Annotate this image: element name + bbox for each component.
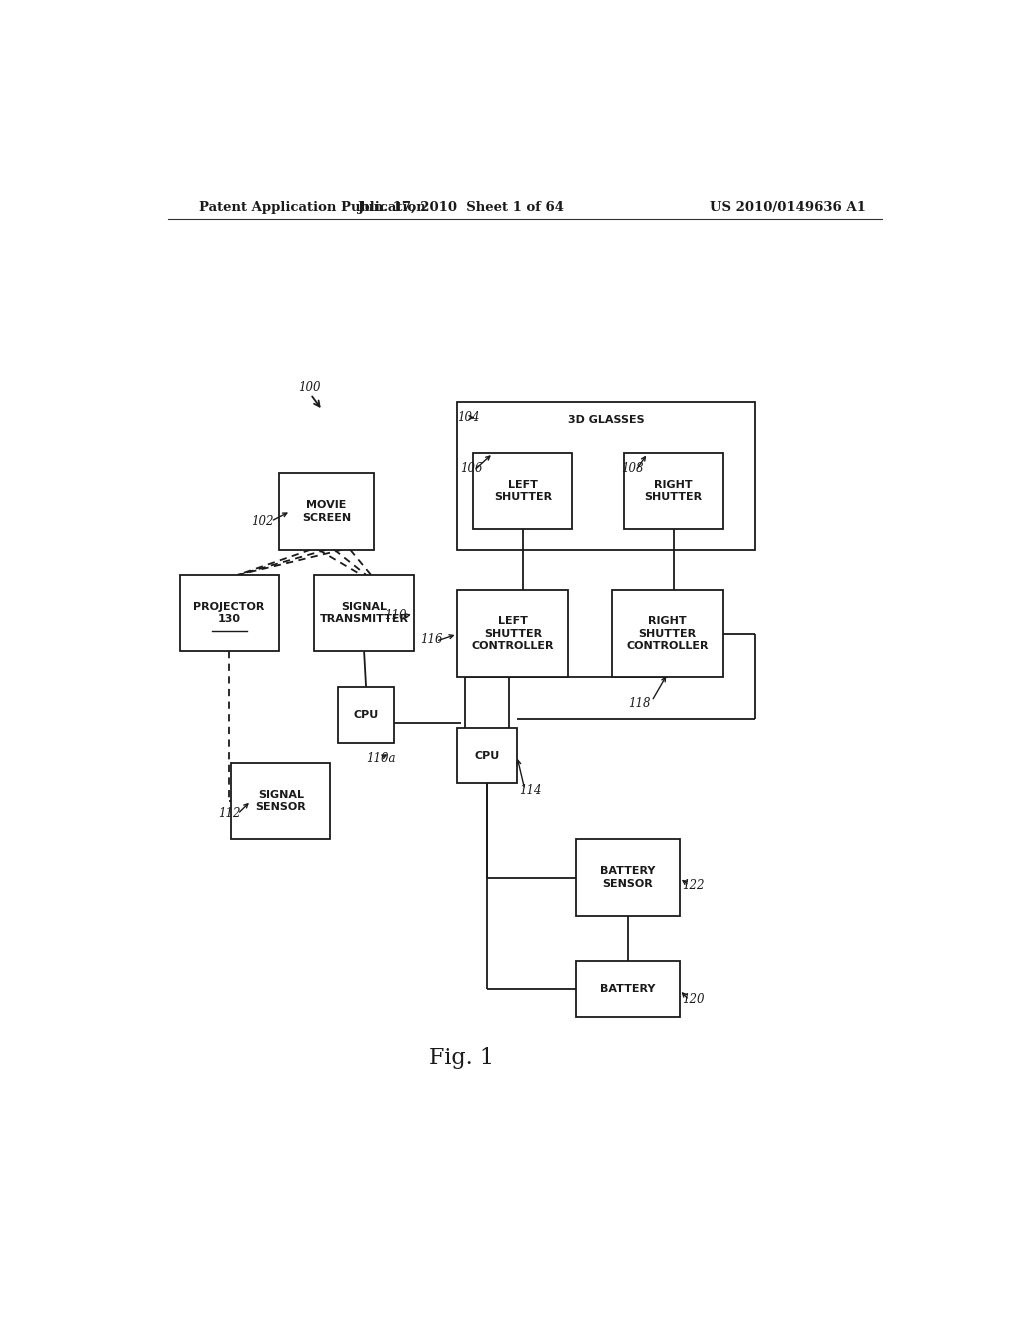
Text: RIGHT
SHUTTER
CONTROLLER: RIGHT SHUTTER CONTROLLER xyxy=(627,616,709,651)
Text: 3D GLASSES: 3D GLASSES xyxy=(568,414,644,425)
Text: 110a: 110a xyxy=(367,751,395,764)
Text: BATTERY
SENSOR: BATTERY SENSOR xyxy=(600,866,655,888)
Text: Patent Application Publication: Patent Application Publication xyxy=(200,201,426,214)
FancyBboxPatch shape xyxy=(179,576,279,651)
Text: RIGHT
SHUTTER: RIGHT SHUTTER xyxy=(644,480,702,503)
FancyBboxPatch shape xyxy=(577,840,680,916)
Text: 114: 114 xyxy=(519,784,542,797)
Text: 104: 104 xyxy=(458,411,480,424)
Text: Fig. 1: Fig. 1 xyxy=(429,1047,494,1069)
FancyBboxPatch shape xyxy=(231,763,331,840)
Text: 118: 118 xyxy=(628,697,650,710)
Text: PROJECTOR
130: PROJECTOR 130 xyxy=(194,602,265,624)
Text: SIGNAL
TRANSMITTER: SIGNAL TRANSMITTER xyxy=(319,602,409,624)
Text: 120: 120 xyxy=(682,994,705,1006)
Text: Jun. 17, 2010  Sheet 1 of 64: Jun. 17, 2010 Sheet 1 of 64 xyxy=(358,201,564,214)
Text: 116: 116 xyxy=(420,632,442,645)
Text: MOVIE
SCREEN: MOVIE SCREEN xyxy=(302,500,351,523)
FancyBboxPatch shape xyxy=(577,961,680,1018)
FancyBboxPatch shape xyxy=(314,576,414,651)
Text: CPU: CPU xyxy=(353,710,379,719)
FancyBboxPatch shape xyxy=(279,474,374,549)
FancyBboxPatch shape xyxy=(338,686,394,743)
Text: CPU: CPU xyxy=(474,751,500,760)
Text: 106: 106 xyxy=(460,462,482,475)
Text: BATTERY: BATTERY xyxy=(600,985,655,994)
FancyBboxPatch shape xyxy=(473,453,572,529)
Text: US 2010/0149636 A1: US 2010/0149636 A1 xyxy=(711,201,866,214)
Text: 100: 100 xyxy=(299,380,322,393)
FancyBboxPatch shape xyxy=(458,727,517,784)
FancyBboxPatch shape xyxy=(458,590,568,677)
Text: 108: 108 xyxy=(622,462,644,475)
Text: 102: 102 xyxy=(251,515,273,528)
FancyBboxPatch shape xyxy=(612,590,723,677)
Text: 122: 122 xyxy=(682,879,705,891)
Text: LEFT
SHUTTER: LEFT SHUTTER xyxy=(494,480,552,503)
FancyBboxPatch shape xyxy=(458,403,755,549)
Text: LEFT
SHUTTER
CONTROLLER: LEFT SHUTTER CONTROLLER xyxy=(472,616,554,651)
Text: SIGNAL
SENSOR: SIGNAL SENSOR xyxy=(255,791,306,813)
Text: 110: 110 xyxy=(384,610,407,622)
Text: 112: 112 xyxy=(218,808,241,821)
FancyBboxPatch shape xyxy=(624,453,723,529)
